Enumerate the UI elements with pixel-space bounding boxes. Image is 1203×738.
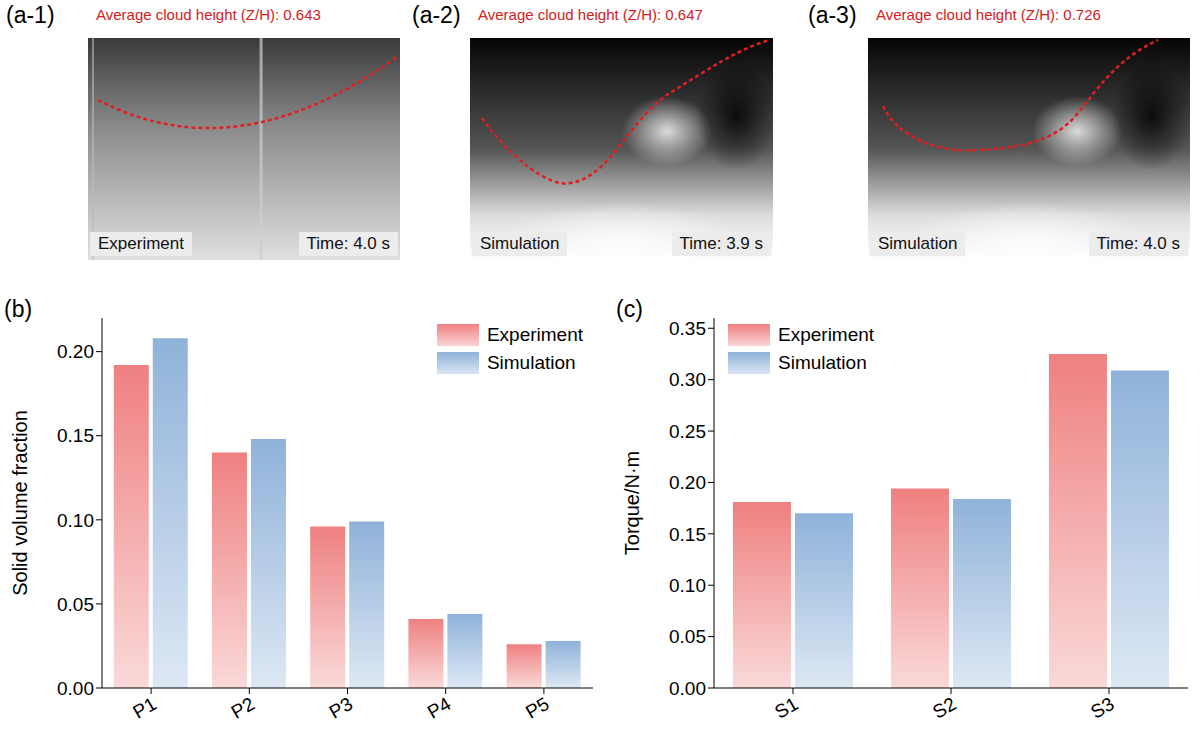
html-text:Simulation: Simulation — [480, 234, 560, 253]
html-text:(a-2): (a-2) — [412, 2, 461, 28]
svg-text:0.10: 0.10 — [57, 510, 94, 531]
svg-text:0.05: 0.05 — [57, 594, 94, 615]
svg-text:S2: S2 — [929, 693, 960, 723]
html-text:Solid volume fraction: Solid volume fraction — [8, 410, 31, 596]
html-text:Simulation: Simulation — [486, 352, 576, 373]
svg-text:0.20: 0.20 — [57, 341, 94, 362]
svg-text:0.15: 0.15 — [669, 524, 706, 545]
html-text:(a-1): (a-1) — [6, 2, 55, 28]
svg-text:P3: P3 — [326, 693, 357, 723]
svg-text:S1: S1 — [771, 693, 802, 723]
svg-text:0.05: 0.05 — [669, 626, 706, 647]
svg-text:0.00: 0.00 — [57, 678, 94, 699]
html-text:Simulation: Simulation — [878, 234, 958, 253]
svg-text:P4: P4 — [424, 693, 455, 723]
svg-text:0.20: 0.20 — [669, 472, 706, 493]
html-text:Time: 4.0 s: Time: 4.0 s — [1096, 234, 1180, 253]
svg-text:0.10: 0.10 — [669, 575, 706, 596]
svg-text:0.35: 0.35 — [669, 318, 706, 339]
svg-text:0.25: 0.25 — [669, 421, 706, 442]
html-text:Experiment: Experiment — [486, 324, 583, 345]
svg-text:P1: P1 — [129, 693, 160, 723]
html-text:Time: 4.0 s: Time: 4.0 s — [306, 234, 390, 253]
html-text:Experiment: Experiment — [778, 324, 875, 345]
html-text:Time: 3.9 s: Time: 3.9 s — [679, 234, 763, 253]
svg-text:P2: P2 — [227, 693, 258, 723]
svg-text:0.15: 0.15 — [57, 425, 94, 446]
svg-text:S3: S3 — [1087, 693, 1118, 723]
html-text:(c): (c) — [616, 296, 643, 322]
html-text:Average cloud height (Z/H): 0.: Average cloud height (Z/H): 0.643 — [96, 6, 321, 23]
html-text:(b): (b) — [4, 296, 33, 322]
svg-text:0.00: 0.00 — [669, 678, 706, 699]
html-text:Simulation: Simulation — [778, 352, 867, 373]
html-text:Torque/N·m: Torque/N·m — [620, 450, 643, 556]
html-text:Experiment: Experiment — [98, 234, 184, 253]
html-text:(a-3): (a-3) — [808, 2, 857, 28]
svg-text:P5: P5 — [522, 693, 553, 723]
html-text:Average cloud height (Z/H): 0.: Average cloud height (Z/H): 0.726 — [876, 6, 1101, 23]
html-text:Average cloud height (Z/H): 0.: Average cloud height (Z/H): 0.647 — [478, 6, 703, 23]
svg-text:0.30: 0.30 — [669, 369, 706, 390]
